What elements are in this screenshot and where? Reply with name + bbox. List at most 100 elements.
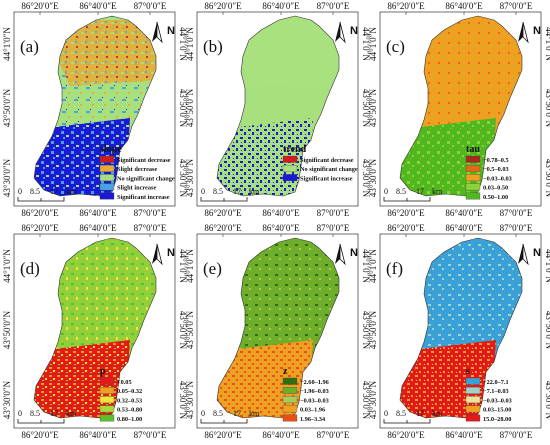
legend-item-label: 0.53–0.80: [117, 407, 142, 414]
legend-item-label: −1.96–0.03: [300, 388, 329, 395]
latitude-label-left: 43°50′0″N: [368, 88, 378, 127]
longitude-label-top: 86°20′0″E: [21, 1, 59, 11]
latitude-label-right: 43°30′0″N: [361, 159, 371, 198]
latitude-label-left: 43°50′0″N: [185, 88, 195, 127]
scale-tick: 8.5: [396, 187, 406, 196]
longitude-label-bottom: 86°40′0″E: [79, 430, 117, 440]
north-arrow-icon: N: [518, 21, 541, 44]
legend-item-label: 1.96–3.34: [300, 416, 326, 423]
longitude-label-bottom: 87°0′0″E: [317, 208, 350, 218]
scale-bar: [200, 419, 248, 424]
scale-tick: 0: [18, 409, 22, 418]
latitude-label-left: 43°30′0″N: [2, 158, 12, 197]
legend-item-label: No significant change: [300, 166, 358, 173]
legend-item-label: 0.03–1.96: [300, 407, 325, 414]
scale-bar: [383, 419, 431, 424]
north-arrow-icon: N: [335, 243, 358, 266]
scale-unit: km: [249, 409, 260, 418]
longitude-label-top: 86°40′0″E: [262, 223, 300, 233]
legend-item-label: Slight decrease: [117, 166, 157, 173]
longitude-label-top: 87°0′0″E: [317, 223, 350, 233]
longitude-label-top: 86°20′0″E: [204, 1, 242, 11]
legend-swatch: [99, 377, 115, 385]
legend-item-label: 0.05–0.32: [117, 388, 142, 395]
scale-tick: 17: [50, 409, 58, 418]
latitude-label-left: 44°1′0″N: [185, 249, 195, 283]
legend-item-label: 0.80–1.00: [117, 416, 142, 423]
legend-swatch: [99, 174, 115, 182]
scale-tick: 17: [50, 187, 58, 196]
region-north-zone: [241, 20, 339, 86]
latitude-label-left: 43°50′0″N: [368, 310, 378, 349]
legend-item-label: Significant increase: [300, 175, 353, 182]
legend-title: trend: [283, 144, 307, 155]
legend-swatch: [282, 405, 298, 413]
panel-letter: (f): [386, 259, 403, 278]
longitude-label-bottom: 87°0′0″E: [500, 430, 533, 440]
map-panel: 86°20′0″E 86°20′0″E 86°40′0″E 86°40′0″E 87°0…: [185, 1, 371, 218]
longitude-label-bottom: 87°0′0″E: [134, 430, 167, 440]
legend-item-label: 15.0–28.00: [483, 416, 511, 423]
legend-swatch: [465, 155, 481, 163]
longitude-label-bottom: 86°20′0″E: [387, 430, 425, 440]
latitude-label-left: 44°1′0″N: [368, 249, 378, 283]
north-label: N: [167, 25, 175, 37]
longitude-label-top: 86°40′0″E: [79, 1, 117, 11]
map-panel: 86°20′0″E 86°20′0″E 86°40′0″E 86°40′0″E 87°0…: [185, 223, 371, 440]
legend-swatch: [465, 183, 481, 191]
scale-unit: km: [66, 187, 77, 196]
longitude-label-top: 86°20′0″E: [204, 223, 242, 233]
legend-title: s: [466, 366, 470, 377]
latitude-label-left: 44°1′0″N: [368, 27, 378, 61]
scale-tick: 17: [233, 187, 241, 196]
latitude-label-right: 43°50′0″N: [544, 89, 550, 128]
legend-swatch: [282, 414, 298, 422]
region-outline: [399, 237, 523, 419]
legend-swatch: [99, 387, 115, 394]
longitude-label-bottom: 86°20′0″E: [204, 430, 242, 440]
legend-item-label: −7.1–0.03: [483, 388, 509, 395]
north-label: N: [533, 247, 541, 259]
longitude-label-top: 87°0′0″E: [317, 1, 350, 11]
region-north-zone: [424, 20, 522, 86]
map-panel: 86°20′0″E 86°20′0″E 86°40′0″E 86°40′0″E 87°0…: [368, 223, 550, 440]
latitude-label-right: 43°30′0″N: [544, 381, 550, 420]
longitude-label-bottom: 86°20′0″E: [21, 208, 59, 218]
legend-swatch: [282, 165, 298, 172]
latitude-label-left: 43°50′0″N: [185, 310, 195, 349]
longitude-label-top: 86°40′0″E: [445, 1, 483, 11]
scale-tick: 17: [416, 187, 424, 196]
scale-unit: km: [249, 187, 260, 196]
longitude-label-bottom: 86°40′0″E: [445, 208, 483, 218]
scale-bar: [200, 197, 248, 202]
scale-tick: 0: [201, 187, 205, 196]
longitude-label-bottom: 86°40′0″E: [445, 430, 483, 440]
region-north-zone: [58, 20, 156, 86]
latitude-label-right: 43°50′0″N: [361, 89, 371, 128]
scale-tick: 0: [201, 409, 205, 418]
scale-unit: km: [66, 409, 77, 418]
longitude-label-bottom: 87°0′0″E: [134, 208, 167, 218]
longitude-label-bottom: 86°40′0″E: [79, 208, 117, 218]
latitude-label-right: 43°30′0″N: [178, 381, 188, 420]
legend-item-label: 0.03–0.50: [483, 185, 508, 192]
region-north-zone: [241, 242, 339, 308]
legend-swatch: [99, 396, 115, 404]
north-arrow-icon: N: [335, 21, 358, 44]
longitude-label-top: 87°0′0″E: [500, 223, 533, 233]
latitude-label-right: 44°1′0″N: [361, 27, 371, 61]
latitude-label-left: 43°30′0″N: [368, 158, 378, 197]
latitude-label-left: 44°1′0″N: [185, 27, 195, 61]
legend-swatch: [282, 387, 298, 394]
scale-tick: 0: [384, 409, 388, 418]
legend-swatch: [465, 414, 481, 422]
legend-title: z: [283, 366, 288, 377]
scale-tick: 17: [233, 409, 241, 418]
panel-letter: (c): [386, 37, 405, 56]
longitude-label-top: 86°20′0″E: [387, 223, 425, 233]
longitude-label-top: 87°0′0″E: [134, 223, 167, 233]
scale-tick: 0: [384, 187, 388, 196]
longitude-label-top: 86°40′0″E: [445, 223, 483, 233]
map-panel: 86°20′0″E 86°20′0″E 86°40′0″E 86°40′0″E 87°0…: [2, 1, 188, 218]
legend-item-label: −2.60–1.96: [300, 379, 329, 386]
